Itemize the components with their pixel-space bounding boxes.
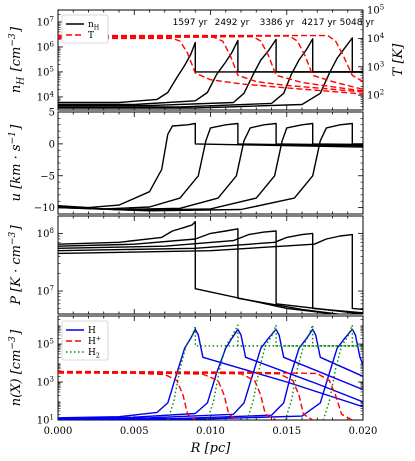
snapshot-label: 1597 yr [173, 18, 208, 28]
snapshot-label: 2492 yr [215, 18, 250, 28]
y-axis-label: n(X) [cm−3 ] [8, 329, 24, 406]
panel-velocity: −10 −5 0 5 u [km · s−1 ] [8, 108, 364, 215]
legend-box [61, 320, 109, 361]
y-axis-label: nH [cm−3 ] [8, 26, 27, 93]
series-line-u-3 [58, 122, 363, 211]
series-line-P-1 [58, 228, 343, 314]
series-group [58, 34, 363, 109]
y-axis-label: P [K · cm−3 ] [8, 224, 24, 305]
x-tick-label: 0.015 [272, 426, 301, 437]
x-tick-label: 0.020 [349, 426, 378, 437]
series-group [58, 122, 363, 212]
series-line-nH-3 [58, 38, 363, 108]
series-line-H2-4 [322, 324, 363, 420]
series-line-H-3 [58, 328, 363, 420]
right-y-tick-label: 103 [367, 60, 385, 73]
y-tick-label: 105 [37, 65, 55, 78]
y-tick-label: 103 [37, 376, 55, 389]
series-line-H-0 [58, 328, 363, 419]
y-tick-label: 108 [37, 227, 55, 240]
legend-label: nH [88, 20, 100, 31]
x-tick-label: 0.000 [44, 426, 73, 437]
snapshot-label: 4217 yr [302, 18, 337, 28]
snapshot-label: 5048 yr [340, 18, 375, 28]
series-line-H-4 [58, 370, 353, 420]
series-line-T-4 [58, 34, 363, 83]
series-line-u-0 [58, 122, 363, 209]
series-group [58, 324, 363, 420]
y-tick-label: 0 [49, 139, 55, 150]
series-line-H2-3 [284, 324, 363, 420]
panel-frame [57, 215, 364, 315]
legend-density: nH T [61, 14, 109, 44]
right-y-axis-label: T [K] [391, 43, 406, 77]
series-line-nH-4 [58, 37, 363, 109]
series-line-H-4 [58, 328, 363, 420]
panels: 104 105 106 107 nH [cm−3 ] 102 103 104 10… [8, 4, 406, 427]
legend-label: H2 [88, 348, 101, 359]
legend-box [61, 14, 109, 44]
legend-label: H [88, 326, 96, 336]
y-tick-label: 106 [37, 40, 55, 53]
x-tick-label: 0.005 [120, 426, 149, 437]
legend-species: HH+ H2 [61, 320, 109, 361]
series-line-P-4 [58, 233, 363, 311]
y-tick-label: 105 [37, 338, 55, 351]
series-line-P-0 [58, 220, 341, 314]
series-line-P-3 [58, 232, 363, 314]
shared-x-axis: 0.000 0.005 0.010 0.015 0.020 R [pc] [44, 426, 378, 456]
panel-density: 104 105 106 107 nH [cm−3 ] 102 103 104 10… [8, 4, 406, 111]
series-line-H-1 [58, 328, 363, 420]
y-tick-label: 101 [37, 414, 55, 427]
y-tick-label: 104 [37, 90, 55, 103]
snapshot-label: 3386 yr [260, 18, 295, 28]
series-line-T-1 [58, 36, 363, 93]
right-y-tick-label: 102 [367, 89, 385, 102]
y-tick-label: 107 [37, 15, 55, 28]
legend-label: T [88, 31, 94, 41]
right-y-tick-label: 104 [367, 32, 385, 45]
series-line-nH-2 [58, 38, 363, 107]
series-line-u-1 [58, 122, 363, 210]
series-line-H-3 [58, 371, 314, 420]
series-line-P-2 [58, 230, 363, 314]
series-line-u-4 [58, 122, 363, 212]
series-line-T-3 [58, 35, 363, 91]
series-line-H-2 [58, 371, 277, 420]
x-tick-label: 0.010 [196, 426, 225, 437]
series-line-u-2 [58, 122, 363, 211]
y-tick-label: 5 [49, 108, 55, 119]
snapshot-annotations: 1597 yr 2492 yr 3386 yr 4217 yr 5048 yr [173, 18, 375, 28]
panel-species: 101 103 105 n(X) [cm−3 ] HH+ H2 [8, 315, 364, 427]
legend-label: H+ [88, 335, 102, 347]
series-line-H2-2 [246, 324, 363, 420]
x-axis-label: R [pc] [190, 441, 232, 456]
series-line-T-2 [58, 36, 363, 92]
panel-pressure: 107 108 P [K · cm−3 ] [8, 215, 364, 315]
series-line-nH-1 [58, 39, 363, 106]
series-line-H-2 [58, 328, 363, 420]
series-line-nH-0 [58, 41, 363, 104]
series-group [58, 220, 363, 314]
series-line-T-0 [58, 37, 363, 95]
right-y-tick-label: 105 [367, 4, 385, 17]
y-axis-label: u [km · s−1 ] [8, 124, 24, 202]
y-tick-label: −10 [34, 203, 55, 214]
y-tick-label: 107 [37, 285, 55, 298]
y-tick-label: −5 [40, 171, 55, 182]
